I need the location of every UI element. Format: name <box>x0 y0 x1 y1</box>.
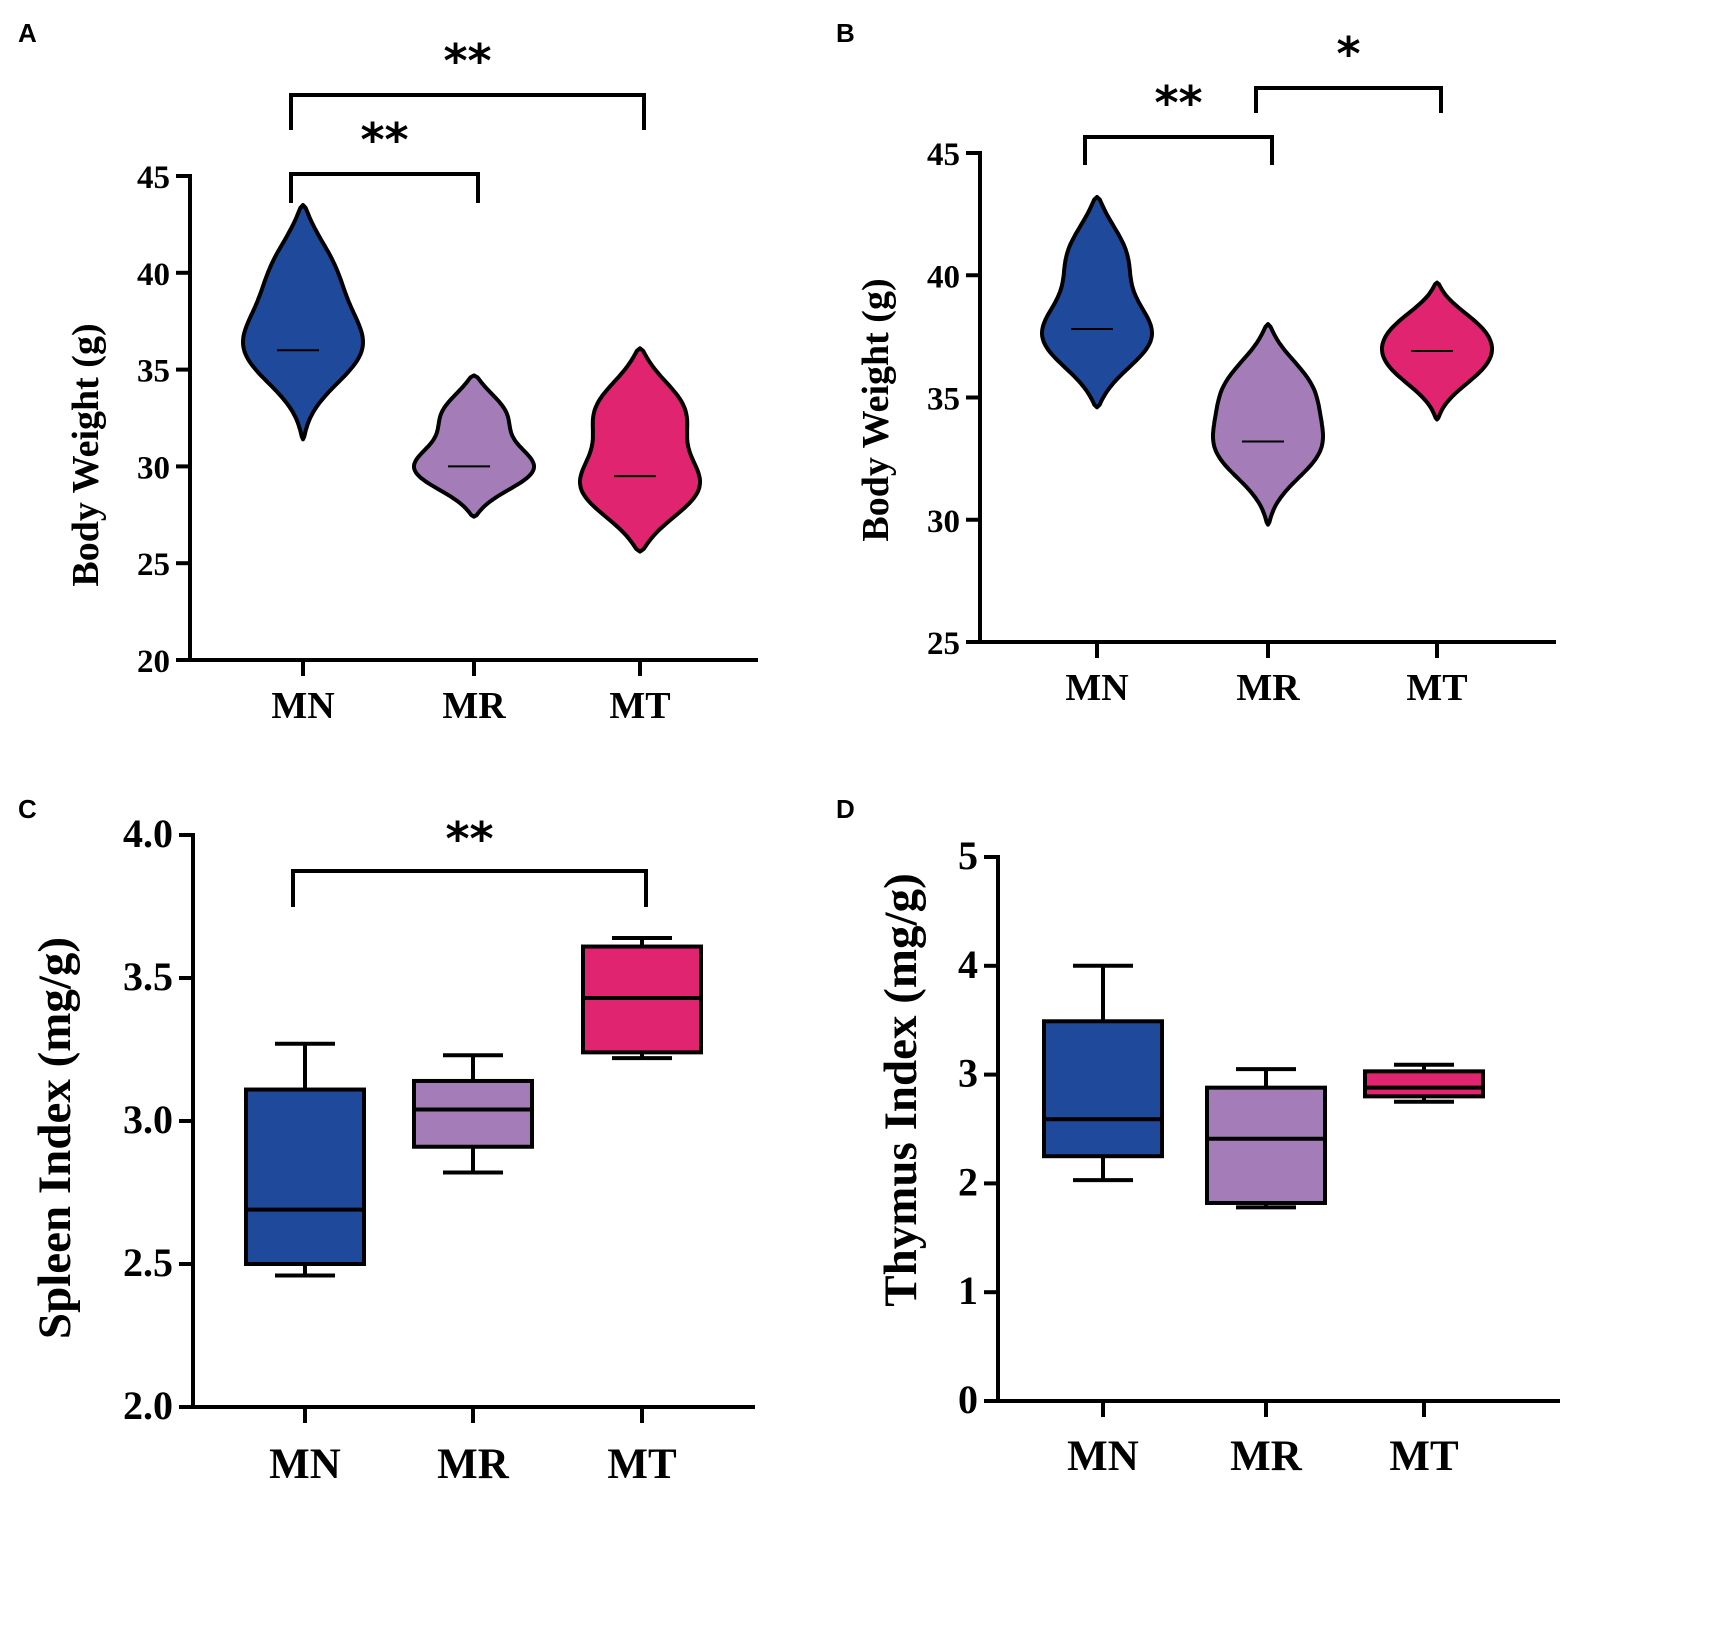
y-tick-label: 0 <box>958 1377 978 1422</box>
y-tick-label: 40 <box>927 259 960 295</box>
significance-label: ** <box>445 812 493 866</box>
significance-label: * <box>1336 27 1360 81</box>
panel-label: A <box>18 18 37 48</box>
violin-mt <box>578 346 702 554</box>
x-tick-label: MT <box>1389 1433 1459 1480</box>
y-tick-label: 25 <box>137 547 170 583</box>
y-tick-label: 35 <box>927 382 960 418</box>
violin-mr <box>412 373 536 519</box>
box-mn <box>244 1087 366 1267</box>
y-tick-label: 3.5 <box>123 954 173 999</box>
y-tick-label: 4.0 <box>123 811 173 856</box>
significance-bracket <box>1083 135 1274 165</box>
significance-bracket <box>291 869 648 907</box>
panel-c: C 2.0 2.5 3.0 3.5 4.0 MN MR MT Spleen Index (mg/g… <box>18 794 755 1488</box>
y-tick-label: 30 <box>927 504 960 540</box>
y-tick-label: 45 <box>927 137 960 173</box>
x-tick-label: MR <box>437 1441 510 1488</box>
box-mr <box>1205 1085 1327 1205</box>
violin-mr <box>1211 322 1325 527</box>
significance-label: ** <box>360 113 408 167</box>
panel-a: A 20 25 30 35 40 45 MN MR MT Body Weight (g) ** ** <box>18 18 758 727</box>
x-tick-label: MN <box>269 1441 341 1488</box>
y-tick-label: 2.0 <box>123 1383 173 1428</box>
x-tick-label: MN <box>1067 1433 1139 1480</box>
y-tick-label: 40 <box>137 257 170 293</box>
y-tick-label: 4 <box>958 942 978 987</box>
significance-bracket <box>1254 86 1443 113</box>
y-tick-label: 1 <box>958 1268 978 1313</box>
x-tick-label: MR <box>442 685 506 727</box>
violin-mn <box>1040 195 1154 410</box>
violin-mn <box>241 203 365 442</box>
y-tick-label: 3.0 <box>123 1097 173 1142</box>
x-tick-label: MN <box>271 685 334 727</box>
box-mr <box>412 1078 534 1149</box>
x-tick-label: MT <box>1406 667 1467 709</box>
y-tick-label: 30 <box>137 450 170 486</box>
y-tick-label: 25 <box>927 626 960 662</box>
significance-label: ** <box>1154 76 1202 130</box>
y-tick-label: 35 <box>137 354 170 390</box>
significance-bracket <box>289 93 646 130</box>
panel-label: B <box>836 18 855 48</box>
panel-label: D <box>836 794 855 824</box>
y-axis-title: Thymus Index (mg/g) <box>875 873 927 1307</box>
x-tick-label: MR <box>1230 1433 1303 1480</box>
y-tick-label: 45 <box>137 160 170 196</box>
panel-d: D 0 1 2 3 4 5 MN MR MT Thymus Index (mg/g) <box>836 794 1560 1480</box>
x-tick-label: MR <box>1236 667 1300 709</box>
significance-label: ** <box>443 34 491 88</box>
y-axis-title: Spleen Index (mg/g) <box>29 937 81 1339</box>
x-tick-label: MT <box>607 1441 677 1488</box>
y-tick-label: 2 <box>958 1159 978 1204</box>
box-mn <box>1042 1019 1164 1159</box>
panel-label: C <box>18 794 37 824</box>
y-tick-label: 2.5 <box>123 1240 173 1285</box>
y-tick-label: 3 <box>958 1051 978 1096</box>
y-axis-title: Body Weight (g) <box>855 278 897 541</box>
x-tick-label: MT <box>609 685 670 727</box>
y-axis-title: Body Weight (g) <box>65 323 107 586</box>
significance-bracket <box>289 172 480 203</box>
y-tick-label: 5 <box>958 833 978 878</box>
x-tick-label: MN <box>1065 667 1128 709</box>
y-tick-label: 20 <box>137 644 170 680</box>
box-mt <box>1363 1069 1485 1099</box>
